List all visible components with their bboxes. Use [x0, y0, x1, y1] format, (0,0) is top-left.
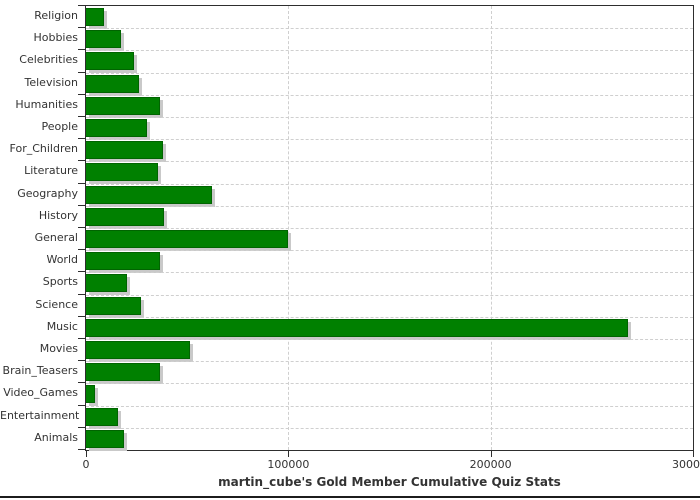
bar-science — [86, 296, 141, 315]
x-axis-tick — [490, 451, 492, 457]
category-label: Sports — [42, 275, 78, 289]
bar-hobbies — [86, 30, 122, 49]
gridline-horizontal — [86, 205, 693, 207]
gridline-horizontal — [86, 228, 693, 229]
gridline-horizontal — [86, 427, 693, 429]
y-axis-tick — [78, 405, 86, 406]
y-axis-tick — [78, 316, 86, 317]
y-axis-tick — [78, 27, 86, 28]
y-axis-tick — [78, 360, 86, 361]
gridline-horizontal — [86, 405, 693, 407]
y-axis-tick — [78, 183, 86, 184]
gridline-horizontal — [86, 383, 693, 385]
gridline-horizontal — [86, 250, 693, 252]
gridline-horizontal — [86, 72, 693, 74]
x-axis-tick — [288, 451, 290, 457]
bar-animals — [86, 429, 125, 448]
category-label: Geography — [17, 186, 78, 200]
gridline-horizontal — [86, 316, 693, 318]
y-axis-tick — [78, 138, 86, 139]
y-axis-tick — [78, 227, 86, 228]
category-label: Literature — [24, 164, 78, 178]
bar-general — [86, 230, 289, 248]
y-axis-tick — [78, 427, 86, 428]
chart-title: martin_cube's Gold Member Cumulative Qui… — [218, 475, 561, 489]
gridline-horizontal — [86, 161, 693, 163]
category-label: People — [41, 120, 78, 133]
category-label: Video_Games — [3, 386, 78, 400]
category-label: Science — [35, 297, 78, 311]
y-axis-tick — [78, 249, 86, 250]
bar-history — [86, 207, 164, 226]
x-tick-label: 200000 — [469, 458, 512, 471]
category-label: Movies — [39, 342, 78, 355]
category-label: General — [34, 231, 78, 244]
gridline-horizontal — [86, 339, 693, 340]
y-axis-tick — [78, 94, 86, 95]
gridline-horizontal — [86, 139, 693, 141]
bottom-edge-line — [0, 496, 700, 498]
bar-world — [86, 252, 160, 271]
y-axis-tick — [78, 160, 86, 161]
x-tick-label: 100000 — [267, 458, 310, 471]
category-label: For_Children — [9, 142, 78, 156]
gridline-horizontal — [86, 272, 693, 274]
bar-music — [86, 318, 629, 337]
gridline-horizontal — [86, 28, 693, 30]
bar-celebrities — [86, 52, 134, 71]
gridline-horizontal — [86, 183, 693, 185]
y-axis-tick — [78, 294, 86, 295]
y-axis-tick — [78, 72, 86, 73]
gridline-horizontal — [86, 117, 693, 118]
category-label: Animals — [34, 430, 78, 444]
gridline-horizontal — [86, 50, 693, 52]
category-label: Celebrities — [19, 53, 78, 67]
bar-movies — [86, 341, 191, 359]
bar-religion — [86, 8, 105, 26]
bar-brain_teasers — [86, 363, 160, 382]
bar-video_games — [86, 385, 96, 404]
category-label: Music — [46, 319, 78, 333]
plot-area — [85, 5, 694, 451]
x-axis-tick — [86, 451, 87, 457]
category-label: Hobbies — [33, 31, 78, 45]
x-tick-label: 300000 — [672, 458, 700, 471]
y-axis-tick — [78, 338, 86, 339]
gridline-horizontal — [86, 294, 693, 296]
category-label: Entertainment — [0, 408, 80, 422]
bar-entertainment — [86, 407, 119, 426]
bar-for_children — [86, 141, 163, 160]
x-axis-tick — [693, 451, 694, 457]
bar-literature — [86, 163, 158, 182]
y-axis-tick — [78, 205, 86, 206]
bar-humanities — [86, 96, 160, 115]
y-axis-tick — [78, 116, 86, 117]
category-label: World — [46, 253, 78, 267]
y-axis-tick — [78, 271, 86, 272]
y-axis-tick — [78, 49, 86, 50]
category-label: Brain_Teasers — [2, 364, 78, 378]
y-axis-tick — [78, 449, 86, 450]
bar-television — [86, 74, 139, 93]
bar-geography — [86, 185, 213, 204]
gridline-horizontal — [86, 361, 693, 363]
category-label: Religion — [34, 9, 78, 22]
category-label: History — [38, 208, 78, 222]
bar-people — [86, 119, 147, 137]
x-tick-label: 0 — [82, 458, 90, 471]
category-label: Humanities — [15, 97, 78, 111]
gridline-horizontal — [86, 94, 693, 96]
y-axis-tick — [78, 5, 86, 6]
bar-sports — [86, 274, 128, 293]
y-axis-tick — [78, 382, 86, 383]
category-label: Television — [24, 75, 79, 89]
